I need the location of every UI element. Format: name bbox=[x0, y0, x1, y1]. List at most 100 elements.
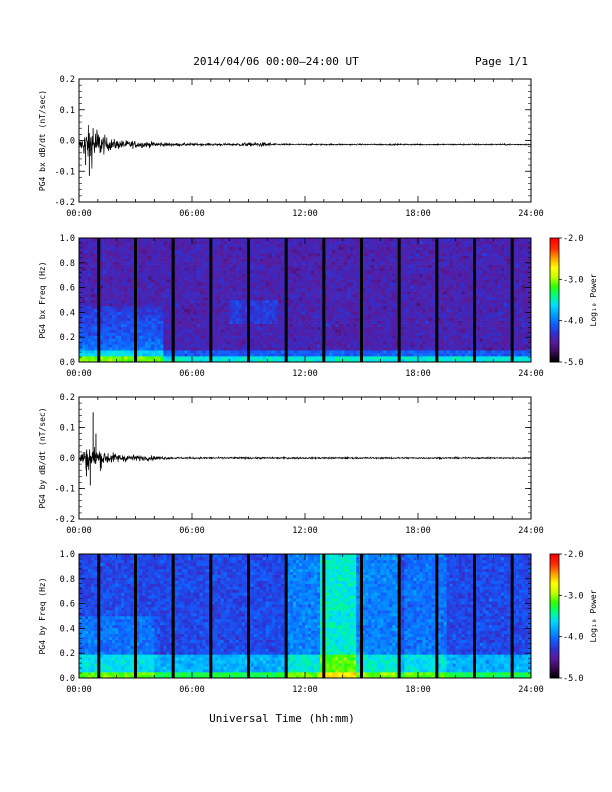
spectrogram-cell bbox=[407, 341, 411, 345]
spectrogram-cell bbox=[82, 300, 86, 304]
spectrogram-cell bbox=[148, 238, 152, 242]
spectrogram-cell bbox=[383, 294, 387, 298]
spectrogram-cell bbox=[317, 294, 321, 298]
spectrogram-cell bbox=[286, 326, 291, 330]
spectrogram-cell bbox=[121, 291, 125, 295]
spectrogram-cell bbox=[277, 314, 282, 319]
spectrogram-cell bbox=[374, 273, 378, 277]
spectrogram-cell bbox=[362, 261, 366, 265]
spectrogram-cell bbox=[392, 291, 396, 295]
spectrogram-cell bbox=[130, 308, 134, 313]
spectrogram-cell bbox=[419, 270, 423, 274]
spectrogram-cell bbox=[106, 285, 110, 289]
spectrogram-cell bbox=[344, 350, 348, 354]
spectrogram-cell bbox=[148, 326, 152, 330]
spectrogram-cell bbox=[214, 294, 218, 298]
spectrogram-cell bbox=[214, 347, 218, 351]
spectrogram-cell bbox=[241, 317, 246, 321]
spectrogram-cell bbox=[103, 288, 107, 292]
spectrogram-cell bbox=[404, 261, 408, 265]
spectrogram-cell bbox=[127, 329, 131, 333]
spectrogram-cell bbox=[362, 291, 366, 295]
spectrogram-cell bbox=[160, 258, 164, 262]
spectrogram-cell bbox=[151, 267, 155, 271]
spectrogram-cell bbox=[311, 264, 315, 268]
spectrogram-cell bbox=[332, 305, 336, 310]
spectrogram-cell bbox=[311, 350, 315, 354]
spectrogram-cell bbox=[344, 264, 348, 268]
spectrogram-cell bbox=[298, 320, 303, 324]
spectrogram-cell bbox=[166, 240, 170, 245]
spectrogram-cell bbox=[136, 240, 140, 245]
spectrogram-cell bbox=[148, 267, 152, 271]
spectrogram-cell bbox=[374, 282, 378, 286]
spectrogram-cell bbox=[335, 258, 339, 262]
spectrogram-cell bbox=[404, 270, 408, 274]
spectrogram-cell bbox=[91, 273, 95, 277]
spectrogram-cell bbox=[425, 288, 429, 292]
spectrogram-cell bbox=[274, 347, 279, 351]
spectrogram-cell bbox=[416, 323, 420, 327]
spectrogram-cell bbox=[124, 353, 128, 357]
spectrogram-cell bbox=[124, 323, 128, 327]
spectrogram-cell bbox=[139, 308, 143, 313]
spectrogram-cell bbox=[422, 317, 426, 321]
spectrogram-cell bbox=[425, 311, 429, 316]
spectrogram-cell bbox=[175, 291, 179, 295]
spectrogram-cell bbox=[344, 273, 348, 277]
spectrogram-cell bbox=[79, 270, 83, 274]
spectrogram-cell bbox=[157, 285, 161, 289]
spectrogram-cell bbox=[106, 300, 110, 304]
spectrogram-cell bbox=[88, 258, 92, 262]
spectrogram-cell bbox=[305, 347, 309, 351]
spectrogram-cell bbox=[103, 344, 107, 348]
spectrogram-cell bbox=[286, 279, 291, 283]
spectrogram-cell bbox=[295, 285, 300, 289]
spectrogram-cell bbox=[196, 291, 200, 295]
spectrogram-cell bbox=[85, 317, 89, 321]
spectrogram-cell bbox=[295, 255, 300, 259]
spectrogram-cell bbox=[350, 240, 354, 245]
spectrogram-cell bbox=[365, 353, 369, 357]
spectrogram-cell bbox=[271, 246, 276, 251]
spectrogram-cell bbox=[220, 252, 224, 257]
spectrogram-cell bbox=[301, 270, 306, 274]
spectrogram-cell bbox=[305, 344, 309, 348]
spectrogram-cell bbox=[223, 356, 227, 360]
spectrogram-cell bbox=[289, 356, 294, 360]
spectrogram-cell bbox=[217, 288, 221, 292]
spectrogram-cell bbox=[253, 305, 258, 310]
spectrogram-cell bbox=[193, 238, 197, 242]
spectrogram-cell bbox=[286, 246, 291, 251]
spectrogram-cell bbox=[311, 341, 315, 345]
spectrogram-cell bbox=[136, 252, 140, 257]
spectrogram-cell bbox=[121, 267, 125, 271]
spectrogram-cell bbox=[79, 356, 83, 360]
spectrogram-cell bbox=[142, 356, 146, 360]
spectrogram-cell bbox=[106, 302, 110, 307]
spectrogram-cell bbox=[181, 341, 185, 345]
spectrogram-cell bbox=[220, 308, 224, 313]
spectrogram-cell bbox=[416, 258, 420, 262]
spectrogram-cell bbox=[392, 329, 396, 333]
spectrogram-cell bbox=[196, 326, 200, 330]
spectrogram-cell bbox=[109, 317, 113, 321]
spectrogram-cell bbox=[196, 300, 200, 304]
spectrogram-cell bbox=[211, 302, 215, 307]
spectrogram-cell bbox=[383, 323, 387, 327]
spectrogram-cell bbox=[193, 258, 197, 262]
spectrogram-cell bbox=[311, 294, 315, 298]
spectrogram-cell bbox=[238, 288, 243, 292]
spectrogram-cell bbox=[229, 341, 233, 345]
spectrogram-cell bbox=[305, 246, 309, 251]
spectrogram-cell bbox=[142, 243, 146, 248]
spectrogram-cell bbox=[145, 249, 149, 254]
spectrogram-cell bbox=[383, 344, 387, 348]
spectrogram-cell bbox=[178, 246, 182, 251]
spectrogram-cell bbox=[166, 288, 170, 292]
spectrogram-cell bbox=[169, 261, 173, 265]
spectrogram-cell bbox=[286, 308, 291, 313]
spectrogram-cell bbox=[199, 273, 203, 277]
spectrogram-cell bbox=[178, 267, 182, 271]
spectrogram-cell bbox=[320, 288, 324, 292]
